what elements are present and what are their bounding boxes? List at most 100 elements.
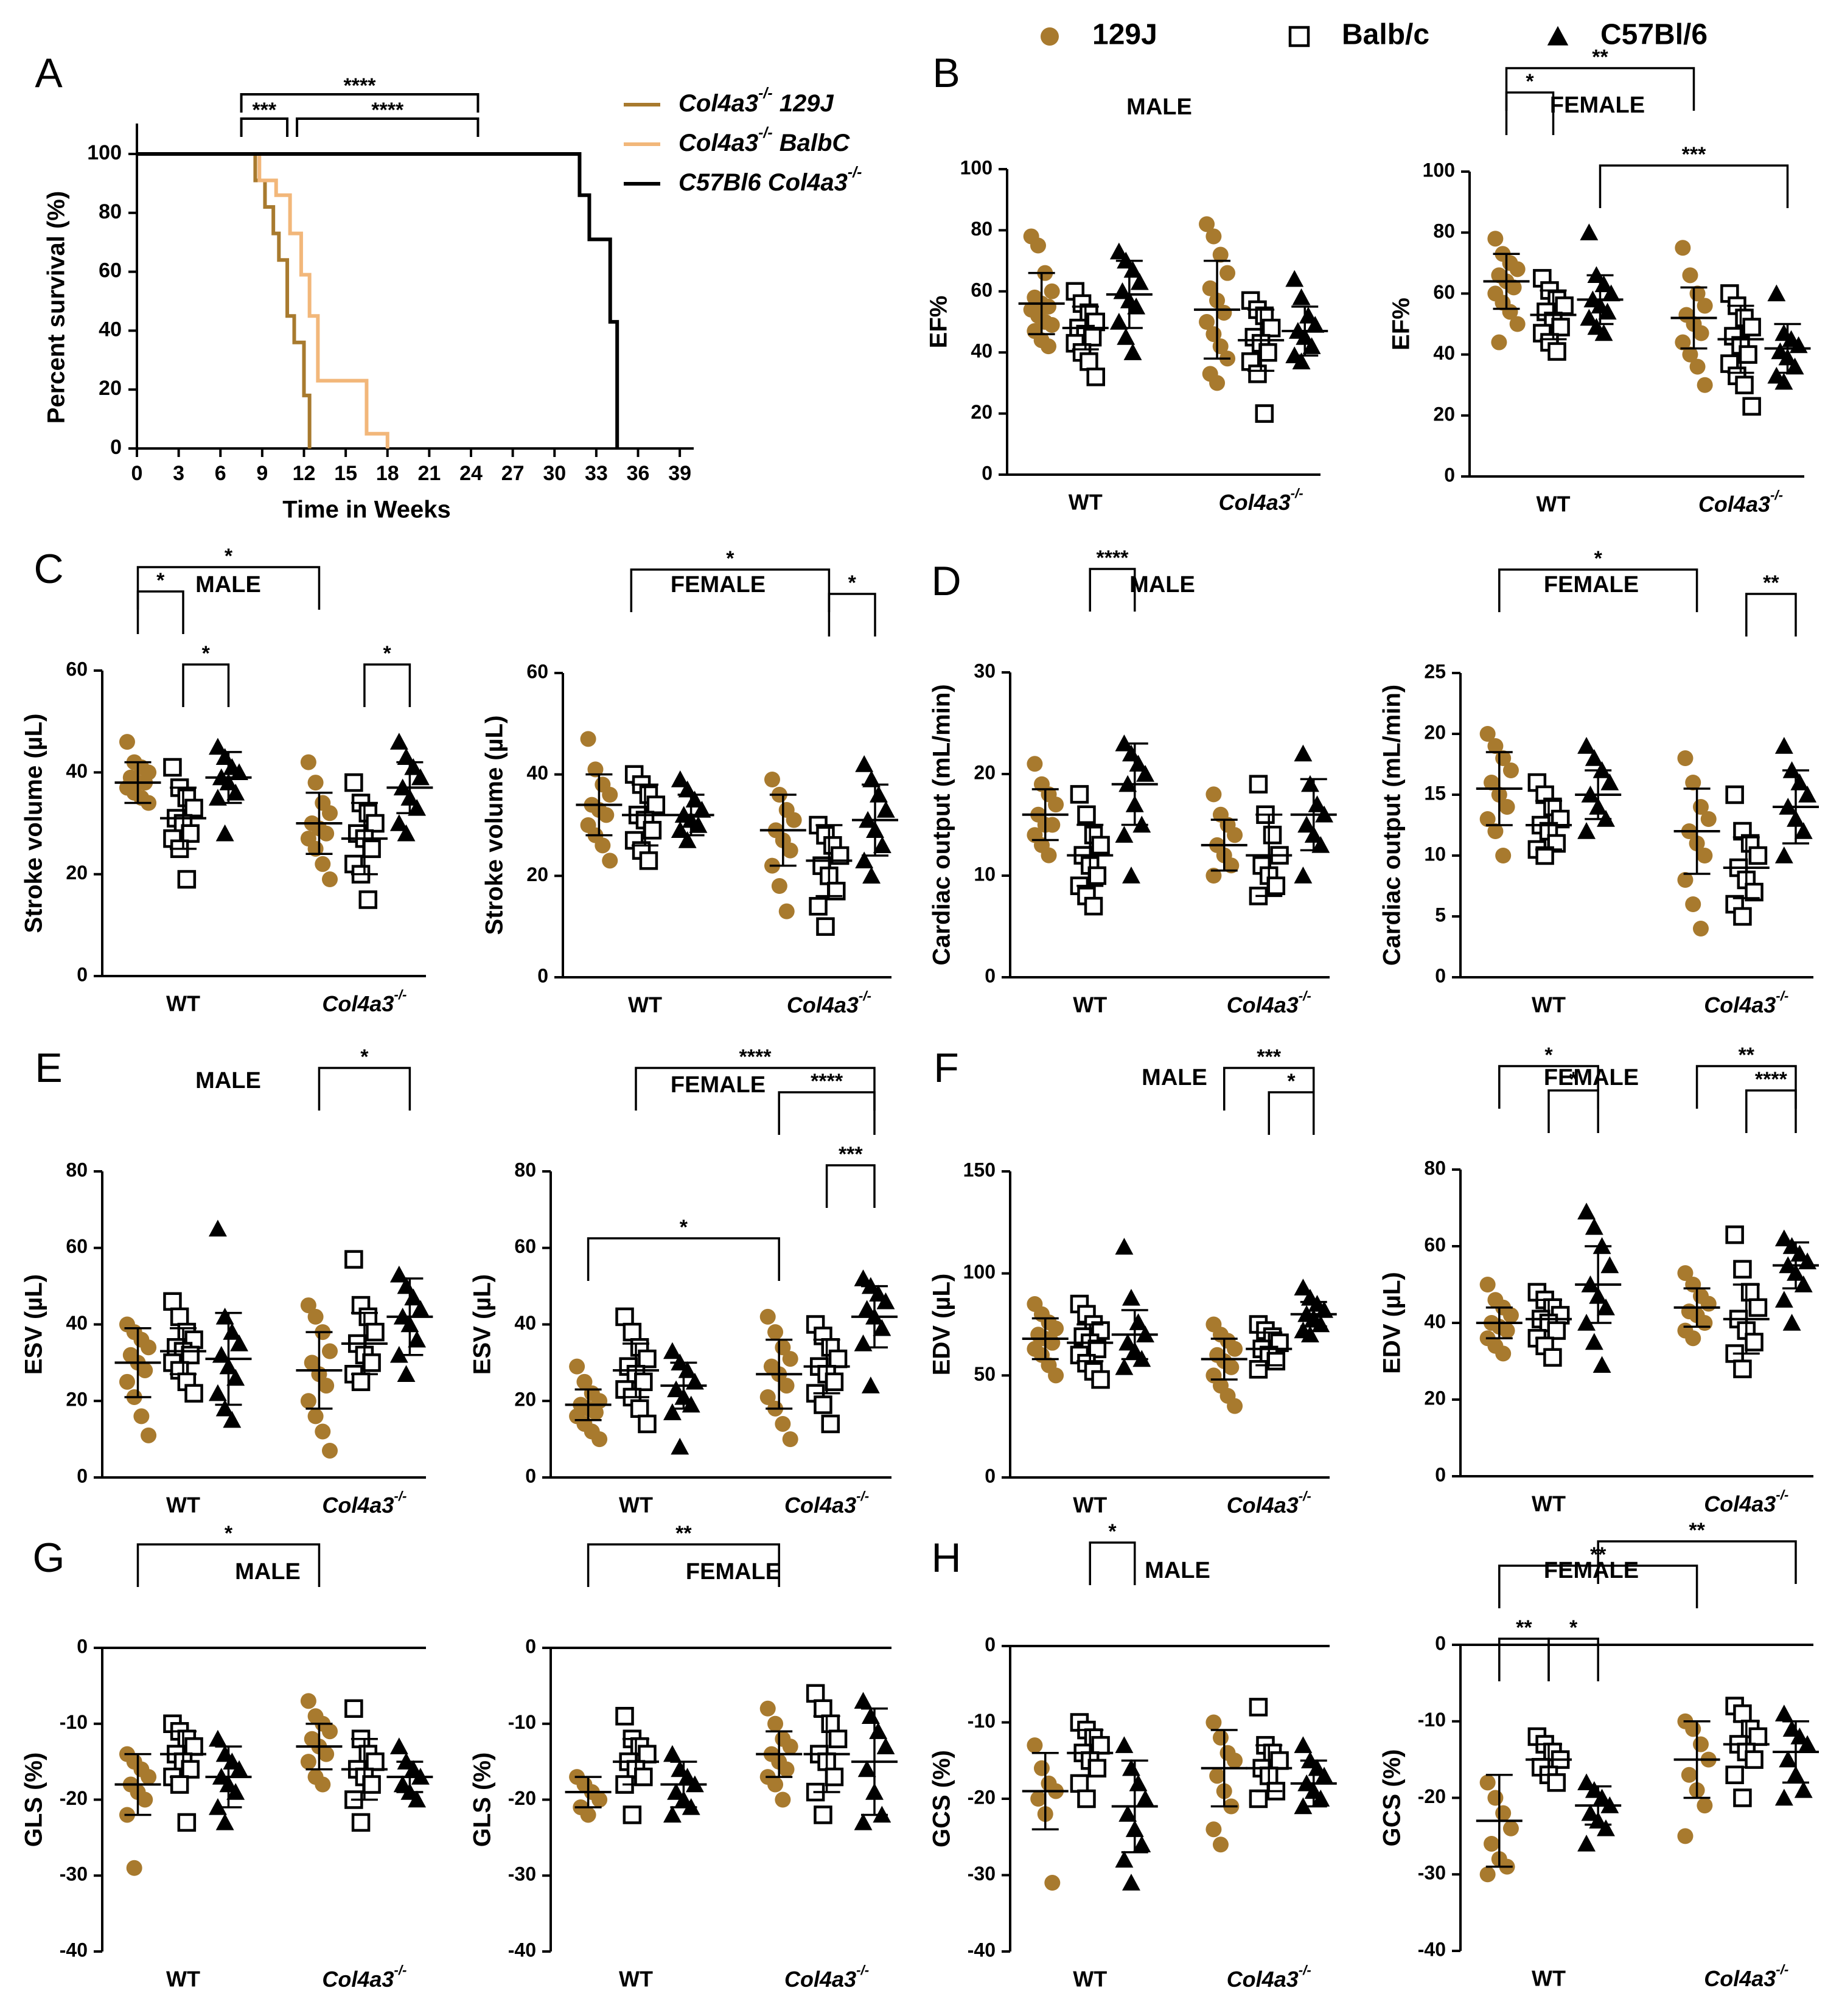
series-group <box>114 1746 161 1876</box>
data-point <box>1077 805 1096 825</box>
x-tick-label: 39 <box>668 462 691 485</box>
data-point <box>177 1813 197 1832</box>
y-tick-label: 40 <box>526 762 548 784</box>
data-point <box>119 734 135 750</box>
y-tick-label: 0 <box>110 436 122 459</box>
y-axis-title: Cardiac output (mL/min) <box>929 684 955 965</box>
data-point <box>389 1737 408 1754</box>
y-tick-label: -40 <box>1418 1938 1446 1960</box>
data-point <box>1484 1835 1500 1852</box>
data-point <box>671 770 689 787</box>
data-point <box>1774 737 1793 754</box>
significance-bracket <box>318 1067 411 1111</box>
data-point <box>1502 1307 1519 1324</box>
data-point <box>1123 343 1142 360</box>
legend-entry-2: C57Bl6 Col4a3-/- <box>679 164 862 196</box>
series-group <box>1773 1704 1819 1806</box>
data-point <box>321 1343 338 1359</box>
data-point <box>1115 1358 1134 1375</box>
data-point <box>1725 785 1744 804</box>
data-point <box>643 821 662 840</box>
data-point <box>634 1372 653 1392</box>
data-point <box>1091 1370 1110 1389</box>
data-point <box>1745 1333 1764 1352</box>
data-point <box>1733 1359 1752 1378</box>
data-point <box>623 1322 642 1342</box>
data-point <box>1685 775 1701 790</box>
text-span: -/- <box>394 1488 406 1504</box>
chart-title: FEMALE <box>671 1072 766 1098</box>
legend-marker-2 <box>1547 26 1569 46</box>
y-tick-label: 80 <box>1433 220 1455 242</box>
data-point <box>1682 346 1698 363</box>
y-axis-title: EDV (µL) <box>1379 1272 1406 1373</box>
y-tick-label: -30 <box>968 1863 996 1885</box>
data-point <box>1048 1320 1064 1337</box>
y-axis-title: Cardiac output (mL/min) <box>1379 685 1406 966</box>
significance-label: ** <box>1516 1616 1532 1639</box>
data-point <box>595 837 611 854</box>
data-point <box>223 1411 242 1428</box>
data-point <box>1798 786 1817 803</box>
text-span: Col4a3 <box>784 1967 856 1992</box>
series-group <box>1575 1773 1622 1852</box>
data-point <box>1677 872 1694 888</box>
data-point <box>1580 309 1599 326</box>
data-point <box>362 1775 381 1794</box>
data-point <box>1205 1821 1222 1838</box>
data-point <box>854 1334 873 1352</box>
data-point <box>315 856 331 872</box>
data-point <box>1794 822 1813 839</box>
data-point <box>1297 815 1316 833</box>
significance-bracket <box>1745 1089 1797 1133</box>
significance-bracket <box>1498 1065 1599 1109</box>
data-point <box>304 1355 320 1371</box>
data-point <box>876 1737 895 1754</box>
y-tick-label: 60 <box>66 658 88 680</box>
data-point <box>855 851 874 869</box>
series-group <box>1067 1294 1114 1389</box>
significance-bracket <box>635 1067 876 1111</box>
significance-bracket <box>1223 1067 1315 1111</box>
y-tick-label: 60 <box>66 1235 88 1257</box>
series-group <box>803 1315 850 1434</box>
legend-marker-0 <box>1041 27 1059 46</box>
text-span: -/- <box>1776 988 1788 1003</box>
y-axis-title: GCS (%) <box>1379 1749 1406 1847</box>
data-point <box>300 754 316 770</box>
x-tick-label: 9 <box>256 462 268 485</box>
data-point <box>1774 372 1793 390</box>
series-group <box>1530 269 1577 361</box>
data-point <box>1086 368 1105 386</box>
data-point <box>1487 738 1504 754</box>
data-point <box>1487 823 1504 839</box>
data-point <box>1693 325 1709 341</box>
data-point <box>1555 296 1574 315</box>
series-group <box>1111 734 1158 884</box>
data-point <box>576 1373 593 1390</box>
y-tick-label: 0 <box>77 963 88 985</box>
data-point <box>1136 765 1155 782</box>
text-span: -/- <box>1770 487 1783 503</box>
data-point <box>366 814 385 833</box>
significance-bracket <box>1547 1089 1599 1133</box>
data-point <box>1311 1790 1330 1807</box>
data-point <box>598 807 615 823</box>
data-point <box>1084 896 1103 916</box>
text-span: Col4a3 <box>1704 1966 1776 1991</box>
data-point <box>1495 1345 1512 1362</box>
series-group <box>851 1692 898 1830</box>
data-point <box>615 1707 634 1726</box>
data-point <box>1675 240 1691 256</box>
y-tick-label: 60 <box>1424 1233 1446 1255</box>
data-point <box>1123 260 1142 278</box>
y-tick-label: 15 <box>1424 782 1446 804</box>
y-tick-label: 0 <box>525 1465 536 1487</box>
data-point <box>638 1414 657 1434</box>
category-label: Col4a3-/- <box>1704 988 1788 1017</box>
data-point <box>1479 726 1496 742</box>
data-point <box>764 772 780 787</box>
data-point <box>1122 1874 1140 1891</box>
text-span: Col4a3 <box>679 130 758 156</box>
category-label: WT <box>1069 490 1103 515</box>
